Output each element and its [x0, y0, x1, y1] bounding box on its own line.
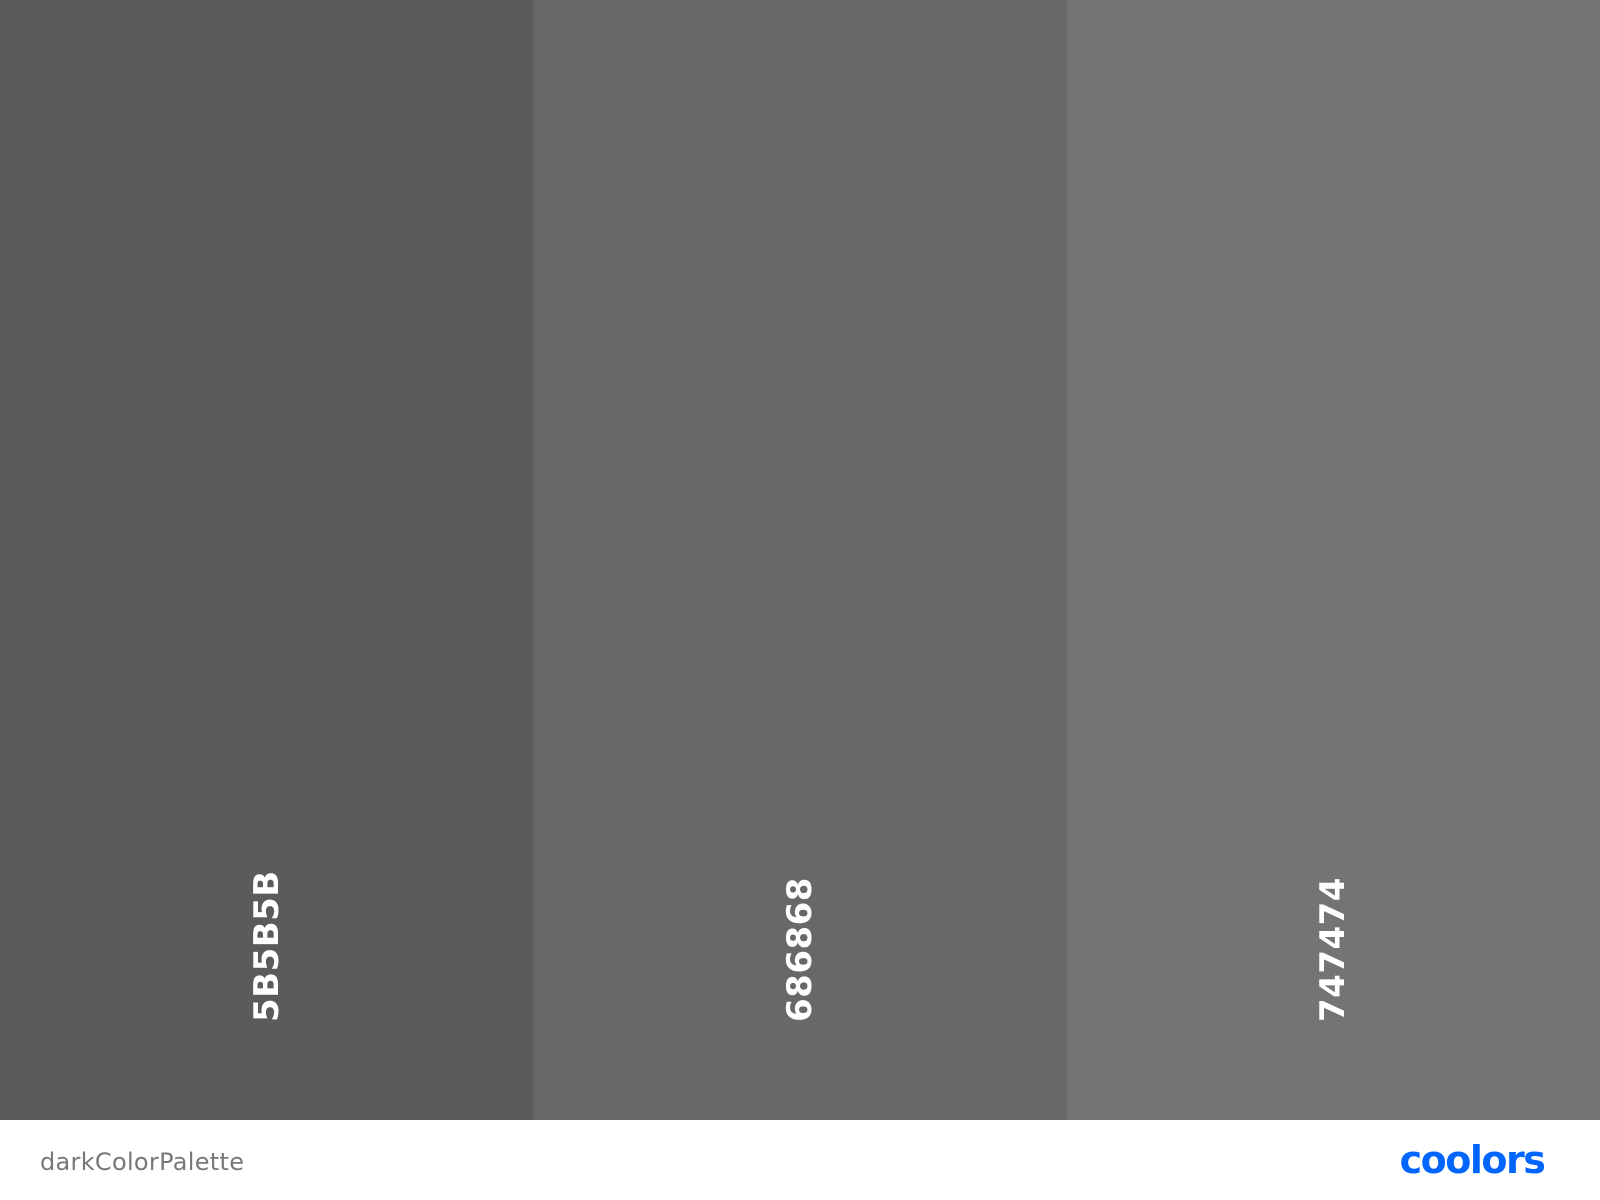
- color-swatch-1[interactable]: 5B5B5B: [0, 0, 534, 1120]
- swatch-hex-label: 747474: [1313, 877, 1354, 1022]
- color-swatch-2[interactable]: 686868: [533, 0, 1067, 1120]
- footer-bar: darkColorPalette coolors: [0, 1120, 1600, 1200]
- swatch-hex-label: 686868: [779, 877, 820, 1022]
- color-swatch-3[interactable]: 747474: [1066, 0, 1600, 1120]
- swatch-hex-label: 5B5B5B: [246, 870, 287, 1022]
- color-palette: 5B5B5B 686868 747474: [0, 0, 1600, 1120]
- palette-name: darkColorPalette: [40, 1148, 245, 1176]
- coolors-logo-icon: coolors: [1400, 1142, 1546, 1180]
- coolors-logo[interactable]: coolors: [1382, 1142, 1562, 1180]
- coolors-logo-text: coolors: [1400, 1142, 1545, 1180]
